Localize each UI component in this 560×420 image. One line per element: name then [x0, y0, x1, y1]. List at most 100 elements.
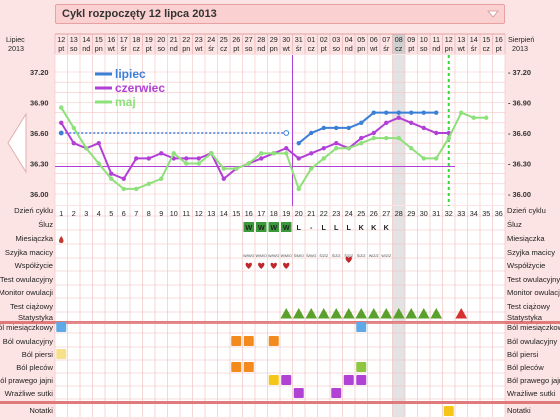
date-label: 04 [345, 35, 353, 44]
row-label-left: Ból prawego jajni [0, 376, 53, 385]
data-point [196, 156, 201, 161]
weekday-label: nd [170, 44, 178, 53]
row-label-right: Test owulacyjny [507, 275, 560, 284]
right-ovary-icon [268, 375, 279, 385]
chevron-down-icon[interactable] [485, 7, 501, 21]
mucus-mark-text: W [270, 223, 277, 232]
weekday-label: śr [296, 44, 303, 53]
weekday-label: cz [220, 44, 228, 53]
cycle-day-number: 3 [84, 209, 88, 218]
cycle-selector[interactable]: Cykl rozpoczęty 12 lipca 2013 [55, 4, 505, 24]
cycle-day-number: 17 [257, 209, 265, 218]
date-label: 28 [257, 35, 265, 44]
row-label-left: Statystyka [18, 313, 54, 322]
cycle-day-number: 26 [370, 209, 378, 218]
row-label-left: Ból pleców [16, 363, 53, 372]
previous-cycle-arrow-icon[interactable] [6, 112, 28, 174]
date-label: 24 [207, 35, 215, 44]
weekday-label: nd [345, 44, 353, 53]
y-tick-right: - 37.20 [508, 68, 531, 77]
weekday-label: nd [82, 44, 90, 53]
weekday-label: so [157, 44, 165, 53]
cervix-mark: W/M/O [281, 254, 292, 258]
row-label-right: Monitor owulacji [507, 288, 560, 297]
date-label: 03 [332, 35, 340, 44]
date-label: 17 [120, 35, 128, 44]
date-label: 05 [357, 35, 365, 44]
cycle-day-number: 15 [232, 209, 240, 218]
data-point [59, 120, 64, 126]
row-label-left: Ból owulacyjny [3, 337, 53, 346]
data-point [371, 110, 376, 115]
data-point [359, 135, 364, 141]
row-label-right: Szyjka macicy [507, 248, 555, 257]
cycle-day-number: 1 [59, 209, 63, 218]
back-pain-icon [243, 362, 254, 372]
weekday-label: śr [471, 44, 478, 53]
row-label-left: Miesiączka [15, 234, 53, 243]
weekday-label: pn [182, 44, 190, 53]
weekday-label: pt [408, 44, 414, 53]
row-label-left: Szyjka macicy [5, 248, 53, 257]
date-label: 20 [157, 35, 165, 44]
data-point [309, 151, 314, 156]
statistics-icon [355, 307, 368, 319]
statistics-icon [380, 307, 393, 319]
cervix-mark: W/Z/Z [381, 254, 392, 258]
mucus-mark-text: K [371, 223, 377, 232]
weekday-label: wt [107, 44, 115, 53]
data-point [446, 135, 451, 141]
menstruation-drop-icon [59, 236, 64, 243]
right-ovary-icon [343, 375, 354, 385]
date-label: 23 [195, 35, 203, 44]
data-point [259, 151, 264, 156]
data-point [84, 146, 89, 151]
highlight-day-column [392, 55, 405, 205]
series-maj [59, 105, 489, 192]
weekday-label: pt [58, 44, 64, 53]
cycle-day-number: 31 [432, 209, 440, 218]
ovulation-pain-icon [231, 336, 242, 346]
mucus-mark [281, 222, 292, 232]
row-label-left: Ból piersi [22, 350, 54, 359]
heart-icon [258, 262, 265, 269]
weekday-label: pt [146, 44, 152, 53]
cycle-day-number: 14 [220, 209, 228, 218]
date-label: 30 [282, 35, 290, 44]
data-point [284, 151, 289, 156]
data-point [259, 156, 264, 161]
y-tick-right: - 36.00 [508, 190, 531, 199]
heart-icon [245, 262, 252, 269]
cycle-day-number: 13 [207, 209, 215, 218]
heart-icon [283, 262, 290, 269]
section-separator [0, 401, 560, 404]
date-label: 14 [82, 35, 90, 44]
weekday-label: śr [383, 44, 390, 53]
note-icon[interactable] [443, 406, 454, 416]
data-point [359, 120, 364, 126]
date-label: 19 [145, 35, 153, 44]
weekday-label: pt [321, 44, 327, 53]
mucus-mark-text: W [283, 223, 290, 232]
heart-icon [345, 256, 352, 263]
cycle-day-number: 27 [382, 209, 390, 218]
left-year-label: 2013 [8, 44, 24, 53]
row-label-left: Wrażliwe sutki [5, 389, 54, 398]
weekday-label: cz [308, 44, 316, 53]
data-point [371, 130, 376, 136]
date-label: 22 [182, 35, 190, 44]
cycle-day-number: 18 [270, 209, 278, 218]
right-ovary-icon [281, 375, 292, 385]
cycle-day-number: 33 [457, 209, 465, 218]
cycle-day-number: 7 [134, 209, 138, 218]
mucus-mark-text: L [334, 223, 339, 232]
back-pain-icon [231, 362, 242, 372]
cycle-day-number: 4 [97, 209, 101, 218]
y-tick-left: 37.20 [30, 68, 49, 77]
date-label: 16 [107, 35, 115, 44]
cycle-day-number: 30 [420, 209, 428, 218]
mucus-mark [268, 222, 279, 232]
data-point [146, 181, 151, 187]
row-label-right: Dzień cyklu [507, 206, 546, 215]
